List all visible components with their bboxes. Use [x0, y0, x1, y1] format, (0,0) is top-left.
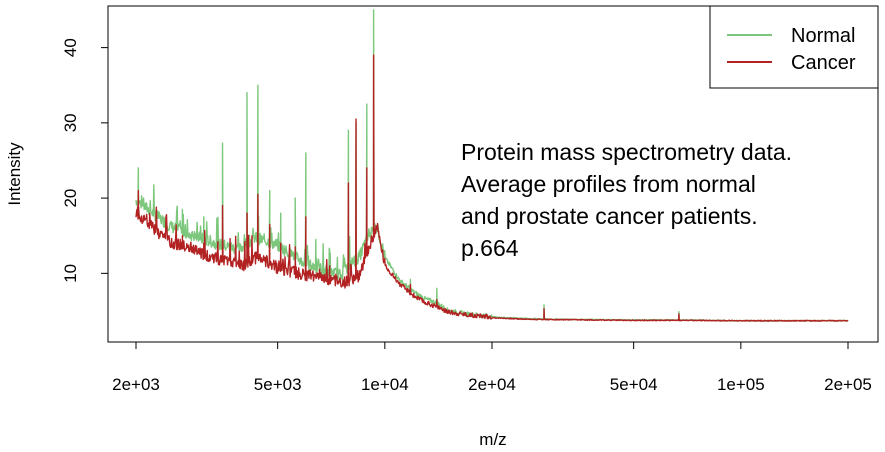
x-tick-label: 2e+05 [824, 375, 872, 394]
x-tick-label: 1e+04 [361, 375, 409, 394]
y-tick-label: 20 [61, 189, 80, 208]
y-tick-label: 30 [61, 113, 80, 132]
annotation-line: Protein mass spectrometry data. [461, 139, 792, 165]
y-tick-label: 10 [61, 264, 80, 283]
legend-label-cancer: Cancer [791, 52, 856, 74]
annotation-line: and prostate cancer patients. [461, 203, 758, 229]
y-axis: 10 20 30 40 [61, 38, 109, 283]
x-tick-label: 2e+03 [112, 375, 160, 394]
y-tick-label: 40 [61, 38, 80, 57]
annotation-line: p.664 [461, 235, 519, 261]
x-tick-label: 1e+05 [717, 375, 765, 394]
x-tick-label: 5e+03 [254, 375, 302, 394]
x-axis: 2e+03 5e+03 1e+04 2e+04 5e+04 1e+05 2e+05 [112, 341, 872, 394]
annotation-line: Average profiles from normal [461, 171, 756, 197]
plot-frame [107, 5, 879, 343]
legend: Normal Cancer [709, 5, 879, 89]
annotation-text: Protein mass spectrometry data. Average … [461, 139, 792, 261]
legend-box [709, 5, 879, 89]
legend-label-normal: Normal [791, 25, 855, 47]
x-tick-label: 2e+04 [468, 375, 516, 394]
x-axis-title: m/z [479, 430, 506, 449]
series-layer [135, 9, 849, 322]
series-line-cancer [135, 54, 849, 322]
y-axis-title: Intensity [5, 142, 24, 206]
x-tick-label: 5e+04 [610, 375, 658, 394]
